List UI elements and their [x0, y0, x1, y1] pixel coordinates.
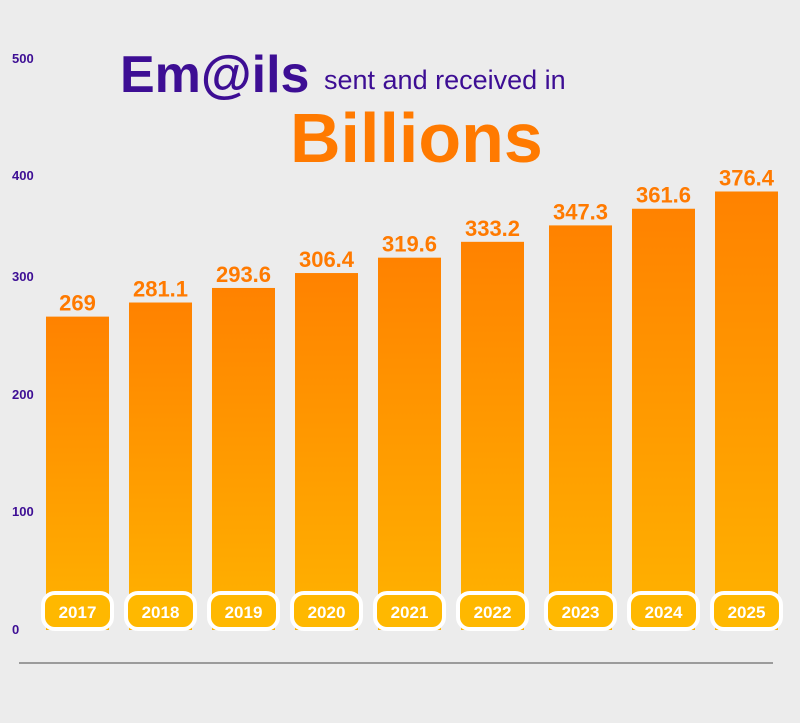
x-tick-label-2020: 2020 — [308, 603, 346, 622]
y-tick-label: 500 — [12, 51, 34, 66]
bars-group: 269 2017 281.1 2018 293.6 2019 306.4 2020 319.6 2… — [41, 165, 783, 631]
bar-2020 — [295, 273, 358, 630]
bar-2024 — [632, 208, 695, 630]
x-tick-label-2019: 2019 — [225, 603, 263, 622]
y-tick-label: 300 — [12, 269, 34, 284]
year-pill-2025 — [710, 591, 783, 631]
x-tick-label-2021: 2021 — [391, 603, 429, 622]
value-label-2024: 361.6 — [636, 183, 691, 208]
y-tick-label: 0 — [12, 622, 19, 637]
value-label-2020: 306.4 — [299, 247, 355, 272]
y-tick-label: 200 — [12, 387, 34, 402]
x-tick-label-2017: 2017 — [59, 603, 97, 622]
year-pill-2021 — [373, 591, 446, 631]
chart-title-emails: Em@ils — [120, 46, 309, 104]
year-pill-2018 — [124, 591, 197, 631]
value-label-2018: 281.1 — [133, 277, 188, 302]
bar-2023 — [549, 225, 612, 630]
value-label-2025: 376.4 — [719, 165, 775, 190]
value-label-2022: 333.2 — [465, 216, 520, 241]
chart-title-subtitle: sent and received in — [324, 65, 566, 95]
year-pill-2017 — [41, 591, 114, 631]
year-pill-2023 — [544, 591, 617, 631]
bar-2017 — [46, 316, 109, 630]
chart-title-billions: Billions — [290, 99, 543, 177]
bar-2022 — [461, 241, 524, 630]
bar-2019 — [212, 287, 275, 630]
year-pill-2019 — [207, 591, 280, 631]
x-tick-label-2024: 2024 — [645, 603, 683, 622]
bar-2021 — [378, 257, 441, 630]
bar-2018 — [129, 302, 192, 630]
y-tick-label: 100 — [12, 504, 34, 519]
value-label-2019: 293.6 — [216, 262, 271, 287]
bar-2025 — [715, 191, 778, 630]
year-pill-2024 — [627, 591, 700, 631]
x-tick-label-2018: 2018 — [142, 603, 180, 622]
value-label-2023: 347.3 — [553, 199, 608, 224]
year-pill-2020 — [290, 591, 363, 631]
x-tick-label-2022: 2022 — [474, 603, 512, 622]
value-label-2017: 269 — [59, 291, 96, 316]
y-tick-label: 400 — [12, 168, 34, 183]
year-pill-2022 — [456, 591, 529, 631]
x-tick-label-2023: 2023 — [562, 603, 600, 622]
x-tick-label-2025: 2025 — [728, 603, 766, 622]
y-axis-ticks: 0 100 200 300 400 500 — [12, 51, 34, 637]
value-label-2021: 319.6 — [382, 232, 437, 257]
